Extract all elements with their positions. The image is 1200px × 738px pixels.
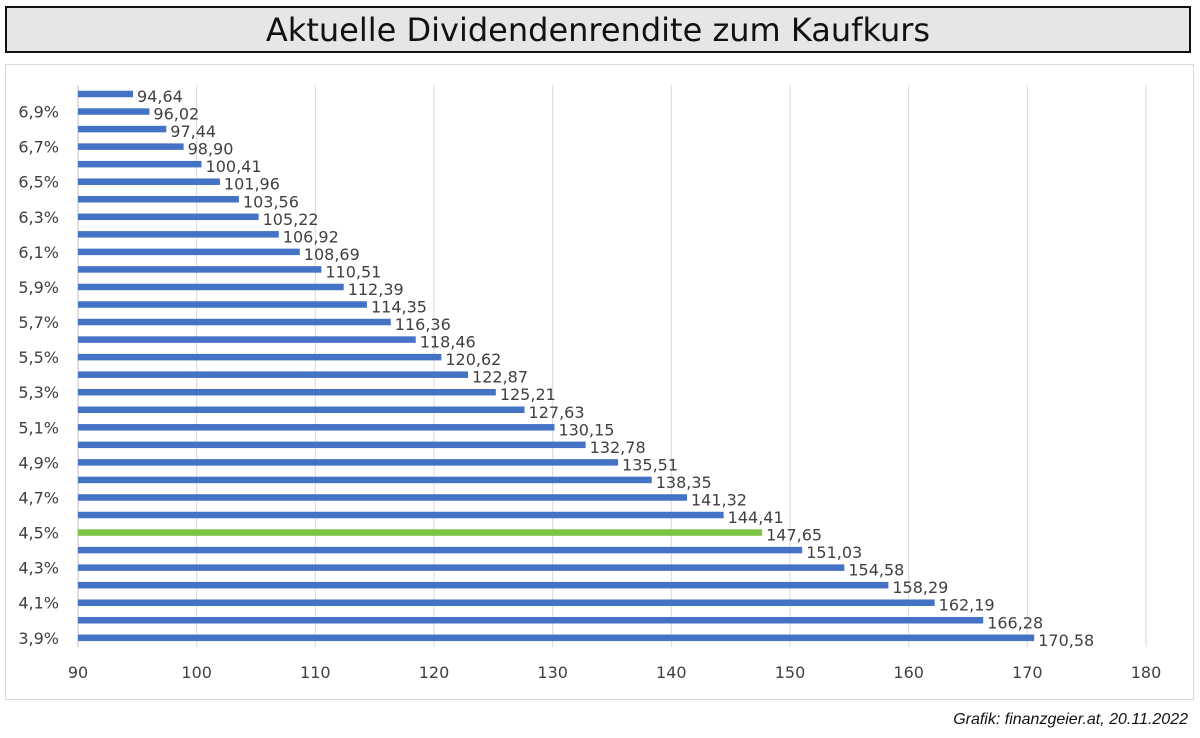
bar-value-label: 118,46 bbox=[420, 333, 476, 352]
y-tick-label: 6,9% bbox=[18, 103, 59, 122]
plot-frame bbox=[5, 64, 1194, 700]
bar bbox=[78, 90, 134, 98]
bar-value-label: 144,41 bbox=[728, 508, 784, 527]
bar bbox=[78, 511, 724, 519]
bar-value-label: 103,56 bbox=[243, 192, 299, 211]
bar-value-label: 170,58 bbox=[1038, 631, 1094, 650]
bar-value-label: 154,58 bbox=[848, 561, 904, 580]
bar-value-label: 112,39 bbox=[348, 280, 404, 299]
x-tick-label: 120 bbox=[419, 663, 450, 682]
bar bbox=[78, 406, 525, 414]
bar bbox=[78, 160, 202, 168]
bar-value-label: 147,65 bbox=[766, 526, 822, 545]
bar bbox=[78, 301, 367, 308]
bar-value-label: 166,28 bbox=[987, 613, 1043, 632]
x-tick-label: 110 bbox=[300, 663, 331, 682]
bar-value-label: 97,44 bbox=[170, 122, 216, 141]
bar bbox=[78, 424, 555, 431]
bar bbox=[78, 266, 322, 273]
bar-value-label: 94,64 bbox=[137, 87, 183, 106]
bar bbox=[78, 143, 184, 150]
y-tick-label: 5,1% bbox=[18, 418, 59, 437]
x-tick-label: 90 bbox=[68, 663, 88, 682]
bar bbox=[78, 476, 652, 484]
bar bbox=[78, 125, 167, 133]
bar-value-label: 141,32 bbox=[691, 490, 747, 509]
chart-title: Aktuelle Dividendenrendite zum Kaufkurs bbox=[265, 10, 931, 49]
bar-value-label: 122,87 bbox=[472, 368, 528, 387]
bar bbox=[78, 581, 889, 589]
bar-value-label: 101,96 bbox=[224, 175, 280, 194]
bar bbox=[78, 546, 803, 554]
bar bbox=[78, 599, 935, 606]
bar bbox=[78, 248, 300, 256]
x-tick-label: 170 bbox=[1012, 663, 1043, 682]
y-tick-label: 4,3% bbox=[18, 559, 59, 578]
bar-value-label: 125,21 bbox=[500, 385, 556, 404]
x-tick-label: 140 bbox=[656, 663, 687, 682]
bar bbox=[78, 388, 496, 396]
bar bbox=[78, 617, 984, 624]
bar bbox=[78, 441, 586, 449]
y-tick-label: 5,5% bbox=[18, 348, 59, 367]
bar-value-label: 132,78 bbox=[590, 438, 646, 457]
bar bbox=[78, 231, 279, 238]
bar-highlight bbox=[78, 529, 763, 536]
y-tick-label: 5,7% bbox=[18, 313, 59, 332]
bar bbox=[78, 213, 259, 221]
bar bbox=[78, 564, 845, 571]
bar-value-label: 138,35 bbox=[656, 473, 712, 492]
x-tick-label: 100 bbox=[181, 663, 212, 682]
source-caption: Grafik: finanzgeier.at, 20.11.2022 bbox=[953, 711, 1188, 728]
bar-value-label: 127,63 bbox=[529, 403, 585, 422]
bar-value-label: 114,35 bbox=[371, 298, 427, 317]
y-tick-label: 4,1% bbox=[18, 594, 59, 613]
bar-chart: 90 100 110 120 130 140 150 160 170 18094,6496,029… bbox=[18, 85, 1162, 682]
bar bbox=[78, 336, 416, 343]
bar-value-label: 130,15 bbox=[558, 420, 614, 439]
y-tick-label: 6,1% bbox=[18, 243, 59, 262]
chart-title-box: Aktuelle Dividendenrendite zum Kaufkurs bbox=[5, 6, 1191, 53]
bar bbox=[78, 178, 220, 185]
bar-value-label: 106,92 bbox=[283, 227, 339, 246]
bar bbox=[78, 196, 239, 203]
y-tick-label: 5,3% bbox=[18, 383, 59, 402]
y-tick-label: 4,5% bbox=[18, 524, 59, 543]
bar-value-label: 151,03 bbox=[806, 543, 862, 562]
bar bbox=[78, 494, 687, 501]
x-tick-label: 130 bbox=[537, 663, 568, 682]
bar bbox=[78, 371, 469, 378]
bar-value-label: 116,36 bbox=[395, 315, 451, 334]
bar bbox=[78, 459, 619, 466]
bar bbox=[78, 318, 391, 326]
bar-value-label: 98,90 bbox=[188, 140, 234, 159]
bar-value-label: 158,29 bbox=[892, 578, 948, 597]
y-tick-label: 6,7% bbox=[18, 138, 59, 157]
bar-value-label: 110,51 bbox=[325, 262, 381, 281]
y-tick-label: 6,5% bbox=[18, 173, 59, 192]
y-tick-label: 6,3% bbox=[18, 208, 59, 227]
bar bbox=[78, 283, 344, 291]
y-tick-label: 4,9% bbox=[18, 453, 59, 472]
y-tick-label: 3,9% bbox=[18, 629, 59, 648]
bar-value-label: 100,41 bbox=[206, 157, 262, 176]
bar-value-label: 135,51 bbox=[622, 455, 678, 474]
bar bbox=[78, 634, 1035, 642]
y-tick-label: 5,9% bbox=[18, 278, 59, 297]
bar-value-label: 162,19 bbox=[939, 596, 995, 615]
x-tick-label: 160 bbox=[893, 663, 924, 682]
bar-value-label: 96,02 bbox=[153, 105, 199, 124]
bar-value-label: 105,22 bbox=[263, 210, 319, 229]
x-tick-label: 150 bbox=[775, 663, 806, 682]
bar-value-label: 108,69 bbox=[304, 245, 360, 264]
y-tick-label: 4,7% bbox=[18, 488, 59, 507]
x-tick-label: 180 bbox=[1131, 663, 1162, 682]
bar bbox=[78, 108, 150, 115]
bar-value-label: 120,62 bbox=[445, 350, 501, 369]
bar bbox=[78, 353, 442, 361]
